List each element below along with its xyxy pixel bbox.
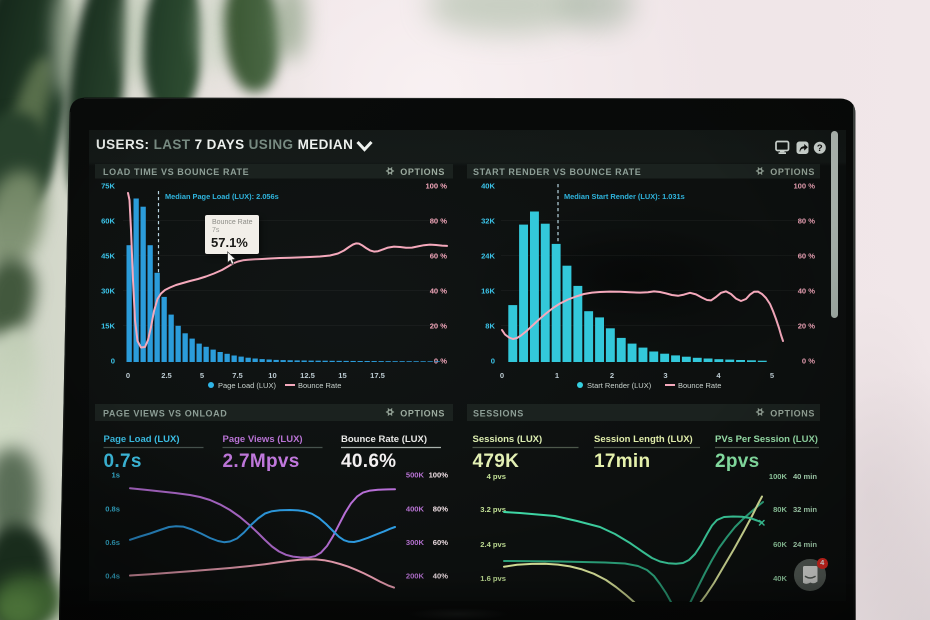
svg-text:24 min: 24 min: [793, 540, 817, 549]
svg-text:0: 0: [126, 371, 130, 380]
svg-text:2.5: 2.5: [161, 371, 172, 380]
svg-text:2.7Mpvs: 2.7Mpvs: [223, 451, 300, 472]
svg-text:32K: 32K: [481, 217, 495, 226]
svg-text:20 %: 20 %: [430, 322, 448, 331]
svg-text:0: 0: [111, 357, 115, 366]
svg-text:12.5: 12.5: [300, 371, 316, 380]
svg-text:Start Render (LUX): Start Render (LUX): [587, 381, 652, 390]
svg-text:75K: 75K: [101, 182, 115, 191]
svg-text:40 min: 40 min: [793, 472, 817, 481]
svg-text:LOAD TIME VS BOUNCE RATE: LOAD TIME VS BOUNCE RATE: [103, 167, 249, 177]
svg-text:3.2 pvs: 3.2 pvs: [480, 505, 506, 514]
svg-text:0.7s: 0.7s: [104, 451, 142, 472]
svg-text:40 %: 40 %: [430, 287, 448, 296]
svg-text:400K: 400K: [406, 504, 425, 513]
svg-text:60 %: 60 %: [430, 252, 448, 261]
svg-text:10: 10: [268, 371, 276, 380]
svg-text:500K: 500K: [406, 471, 425, 480]
svg-text:Bounce Rate: Bounce Rate: [678, 381, 721, 390]
svg-text:40K: 40K: [773, 574, 787, 583]
svg-text:80%: 80%: [433, 504, 448, 513]
svg-text:60K: 60K: [101, 217, 115, 226]
svg-text:200K: 200K: [406, 571, 425, 580]
svg-text:1s: 1s: [112, 471, 120, 480]
svg-text:Bounce Rate (LUX): Bounce Rate (LUX): [341, 434, 427, 445]
svg-text:0 %: 0 %: [434, 357, 447, 366]
svg-text:0.6s: 0.6s: [105, 538, 120, 547]
svg-text:5: 5: [200, 371, 205, 380]
svg-text:0.4s: 0.4s: [105, 571, 120, 580]
svg-text:40K: 40K: [481, 182, 495, 191]
svg-text:1.6 pvs: 1.6 pvs: [480, 574, 506, 583]
svg-text:32 min: 32 min: [793, 505, 817, 514]
svg-text:40.6%: 40.6%: [341, 451, 396, 472]
svg-text:8K: 8K: [485, 322, 495, 331]
svg-text:OPTIONS: OPTIONS: [400, 167, 445, 177]
svg-text:OPTIONS: OPTIONS: [400, 409, 445, 419]
svg-text:Page Load (LUX): Page Load (LUX): [218, 381, 276, 390]
svg-text:SESSIONS: SESSIONS: [473, 409, 524, 419]
svg-text:OPTIONS: OPTIONS: [770, 409, 815, 419]
svg-text:7.5: 7.5: [232, 371, 243, 380]
svg-text:2.4 pvs: 2.4 pvs: [480, 540, 506, 549]
svg-text:2: 2: [610, 371, 614, 380]
svg-text:5: 5: [770, 371, 775, 380]
svg-text:30K: 30K: [101, 287, 115, 296]
svg-text:0 %: 0 %: [802, 357, 815, 366]
svg-text:16K: 16K: [481, 287, 495, 296]
svg-text:OPTIONS: OPTIONS: [770, 167, 815, 177]
svg-text:Median Start Render (LUX): 1.0: Median Start Render (LUX): 1.031s: [564, 192, 685, 201]
svg-text:Sessions (LUX): Sessions (LUX): [473, 434, 543, 445]
svg-text:1: 1: [555, 371, 560, 380]
svg-text:80 %: 80 %: [430, 217, 448, 226]
svg-text:15K: 15K: [101, 322, 115, 331]
svg-text:100 %: 100 %: [793, 182, 815, 191]
svg-text:17.5: 17.5: [370, 371, 386, 380]
svg-text:0.8s: 0.8s: [105, 504, 120, 513]
svg-text:3: 3: [663, 371, 667, 380]
svg-text:40 %: 40 %: [798, 287, 816, 296]
svg-text:20 %: 20 %: [798, 322, 816, 331]
svg-text:Page Views (LUX): Page Views (LUX): [223, 434, 303, 445]
svg-text:479K: 479K: [473, 451, 520, 472]
svg-text:24K: 24K: [481, 252, 495, 261]
svg-text:300K: 300K: [406, 538, 425, 547]
svg-text:0: 0: [491, 357, 495, 366]
svg-text:60K: 60K: [773, 540, 787, 549]
svg-text:100 %: 100 %: [425, 182, 447, 191]
svg-text:40%: 40%: [433, 571, 448, 580]
svg-text:Bounce Rate: Bounce Rate: [298, 381, 341, 390]
svg-text:100%: 100%: [429, 471, 449, 480]
svg-text:2pvs: 2pvs: [715, 451, 760, 472]
svg-text:0: 0: [500, 371, 504, 380]
svg-text:17min: 17min: [594, 451, 650, 472]
svg-text:80K: 80K: [773, 505, 787, 514]
svg-text:PVs Per Session (LUX): PVs Per Session (LUX): [715, 434, 818, 445]
svg-text:45K: 45K: [101, 252, 115, 261]
svg-text:60 %: 60 %: [798, 252, 816, 261]
svg-text:80 %: 80 %: [798, 217, 816, 226]
svg-text:?: ?: [817, 143, 823, 154]
svg-text:Page Load (LUX): Page Load (LUX): [104, 434, 180, 445]
svg-text:START RENDER VS BOUNCE RATE: START RENDER VS BOUNCE RATE: [473, 167, 641, 177]
svg-text:4: 4: [716, 371, 721, 380]
svg-text:15: 15: [338, 371, 347, 380]
svg-text:Median Page Load (LUX): 2.056s: Median Page Load (LUX): 2.056s: [165, 192, 279, 201]
svg-text:100K: 100K: [769, 472, 788, 481]
svg-text:4 pvs: 4 pvs: [487, 472, 506, 481]
svg-text:PAGE VIEWS VS ONLOAD: PAGE VIEWS VS ONLOAD: [103, 409, 227, 419]
svg-text:60%: 60%: [433, 538, 448, 547]
svg-text:Session Length (LUX): Session Length (LUX): [594, 434, 693, 445]
